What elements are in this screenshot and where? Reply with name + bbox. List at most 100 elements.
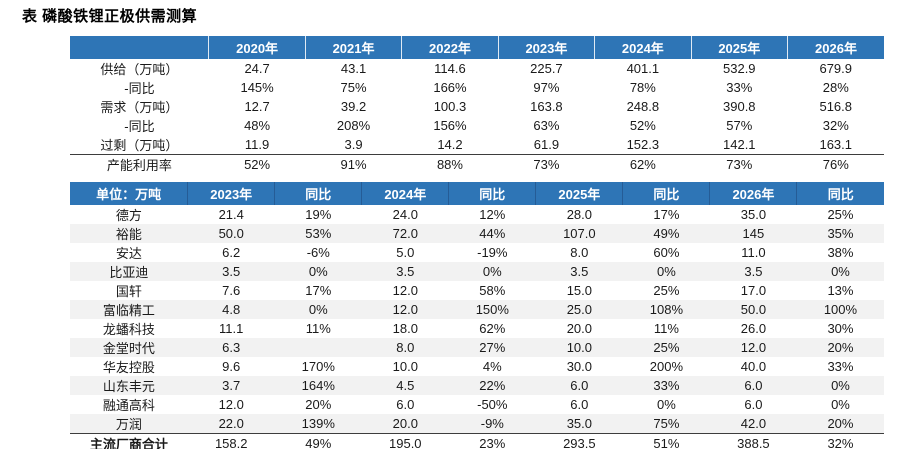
row-label: 融通高科: [102, 398, 155, 413]
row-label: 富临精工: [70, 300, 188, 319]
cell: 532.9: [723, 61, 756, 76]
cell: 6.3: [187, 338, 275, 357]
cell: 75%: [622, 414, 710, 434]
cell: 0%: [796, 262, 884, 281]
cell: 52%: [629, 118, 656, 133]
cell: 3.5: [709, 262, 797, 281]
column-header: 2025年: [690, 36, 788, 59]
column-header: 2024年: [361, 182, 449, 205]
table-row: 国轩 7.6 17% 12.0 58% 15.0 25% 17.0 13%: [70, 281, 884, 300]
table-row: -同比 145% 75% 166% 97% 78% 33% 28%: [70, 78, 884, 97]
cell: 32%: [822, 118, 849, 133]
table-row: 融通高科 12.0 20% 6.0 -50% 6.0 0% 6.0 0%: [70, 395, 884, 414]
cell: 3.7: [187, 376, 275, 395]
column-header: 2020年: [208, 36, 306, 59]
cell: 164%: [274, 376, 362, 395]
cell: 679.9: [819, 61, 853, 76]
cell: 28.0: [566, 207, 592, 222]
cell: 156%: [433, 118, 467, 133]
column-header: [70, 36, 209, 59]
cell: 49%: [622, 224, 710, 243]
cell: 516.8: [819, 99, 853, 114]
row-label: 主流厂商合计: [70, 433, 188, 449]
cell: 44%: [448, 224, 536, 243]
column-header: 2025年: [535, 182, 623, 205]
cell: 14.2: [437, 137, 463, 152]
producers-table: 单位：万吨 2023年 同比 2024年 同比 2025年 同比 2026年 同比 德方 21.4…: [70, 182, 884, 449]
cell: 40.0: [740, 359, 767, 374]
cell: 139%: [274, 414, 362, 434]
cell: 200%: [649, 359, 683, 374]
cell: 11%: [653, 321, 679, 336]
cell: 163.1: [819, 137, 853, 152]
column-header: 同比: [622, 182, 710, 205]
cell: 142.1: [723, 137, 756, 152]
row-label: 比亚迪: [70, 262, 188, 281]
cell: 73%: [691, 154, 788, 174]
cell: 10.0: [392, 359, 418, 374]
cell: 163.8: [530, 99, 563, 114]
row-label: 华友控股: [102, 360, 155, 375]
cell: 20%: [796, 414, 884, 434]
cell: 0%: [274, 300, 362, 319]
cell: 6.2: [222, 245, 241, 260]
cell: 208%: [336, 118, 371, 133]
cell: 0%: [831, 397, 850, 412]
cell: 11.1: [219, 321, 244, 336]
table-row: 过剩（万吨） 11.9 3.9 14.2 61.9 152.3 142.1 163.1: [70, 135, 884, 155]
cell: 91%: [305, 154, 402, 174]
cell: 390.8: [723, 99, 756, 114]
cell: 17.0: [740, 283, 767, 298]
table-row: 供给（万吨） 24.7 43.1 114.6 225.7 401.1 532.9 679.9: [70, 59, 884, 78]
cell: 12%: [479, 207, 506, 222]
column-header: 2023年: [497, 36, 595, 59]
cell: 0%: [448, 262, 536, 281]
cell: 12.0: [218, 397, 244, 412]
cell: 3.5: [535, 262, 623, 281]
cell: 63%: [533, 118, 560, 133]
cell: 72.0: [361, 224, 449, 243]
cell: 51%: [622, 433, 710, 449]
cell: 22.0: [187, 414, 275, 434]
cell: 53%: [274, 224, 362, 243]
row-label: 山东丰元: [70, 376, 188, 395]
row-label: 龙蟠科技: [102, 322, 155, 337]
column-header: 2026年: [709, 182, 797, 205]
cell: 49%: [274, 433, 362, 449]
cell: 11%: [305, 321, 331, 336]
cell: 3.5: [187, 262, 275, 281]
column-header: 单位：万吨: [70, 182, 188, 205]
cell: 225.7: [530, 61, 563, 76]
cell: 388.5: [709, 433, 797, 449]
page-title: 表 磷酸铁锂正极供需测算: [22, 8, 198, 25]
row-label: 裕能: [70, 224, 188, 243]
cell: 15.0: [566, 283, 592, 298]
cell: 25.0: [535, 300, 623, 319]
cell: [274, 338, 362, 357]
cell: 8.0: [570, 245, 589, 260]
table-row: -同比 48% 208% 156% 63% 52% 57% 32%: [70, 116, 884, 135]
cell: 17%: [305, 283, 332, 298]
cell: 60%: [653, 245, 680, 260]
cell: 10.0: [535, 338, 623, 357]
cell: 152.3: [626, 137, 660, 152]
cell: 0%: [622, 262, 710, 281]
table-row: 富临精工 4.8 0% 12.0 150% 25.0 108% 50.0 100%: [70, 300, 884, 319]
cell: 76%: [787, 154, 884, 174]
cell: 61.9: [533, 137, 560, 152]
supply-demand-table-header: 2020年 2021年 2022年 2023年 2024年 2025年 2026年: [70, 36, 884, 59]
cell: 25%: [622, 338, 710, 357]
cell: 52%: [208, 154, 306, 174]
cell: 108%: [622, 300, 710, 319]
row-label: -同比: [124, 81, 155, 96]
cell: 50.0: [709, 300, 797, 319]
cell: 9.6: [222, 359, 241, 374]
cell: 166%: [433, 80, 467, 95]
cell: 248.8: [626, 99, 660, 114]
table-row: 德方 21.4 19% 24.0 12% 28.0 17% 35.0 25%: [70, 205, 884, 224]
cell: 11.0: [741, 245, 766, 260]
column-header: 同比: [796, 182, 884, 205]
cell: 6.0: [709, 376, 797, 395]
column-header: 2021年: [304, 36, 402, 59]
cell: 100.3: [433, 99, 467, 114]
